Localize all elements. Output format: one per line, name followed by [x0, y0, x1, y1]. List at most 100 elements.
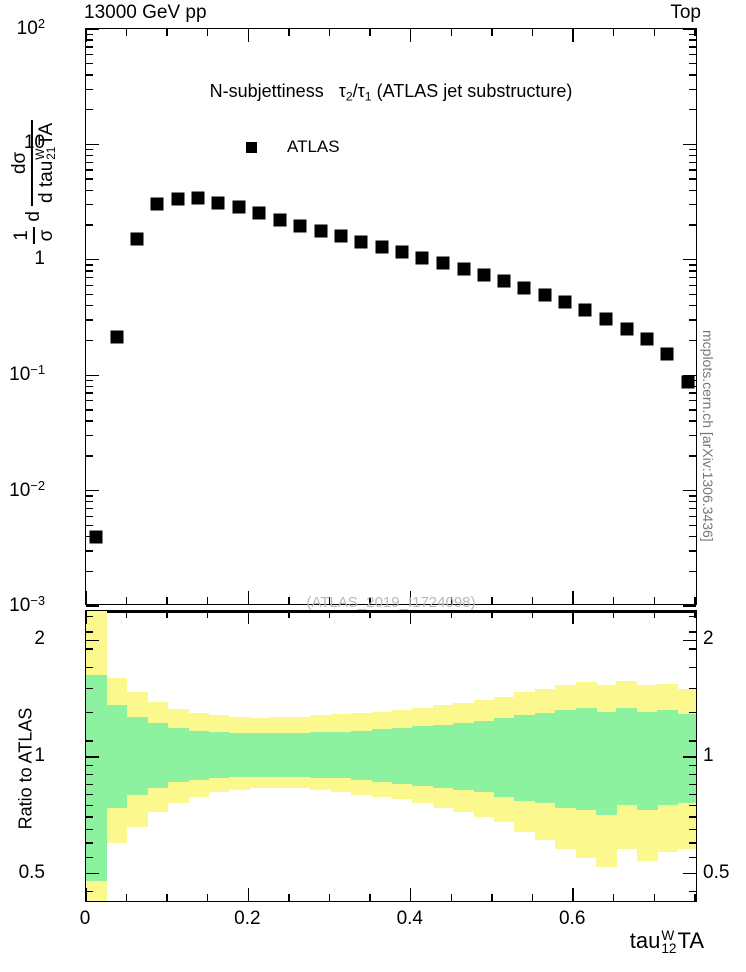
y-tick-right	[689, 379, 696, 382]
x-tick-top	[613, 29, 615, 36]
ratio-y-tick-left	[86, 828, 93, 831]
y-tick-right	[683, 28, 696, 30]
x-tick-label: 0.6	[558, 908, 586, 929]
x-tick-bottom	[288, 597, 290, 604]
x-tick-bottom	[369, 894, 371, 901]
y-tick-left	[86, 276, 93, 279]
ratio-y-tick-right	[683, 756, 696, 758]
data-point-marker	[273, 213, 287, 227]
y-tick-left	[86, 224, 93, 226]
y-tick-left	[86, 495, 93, 497]
y-tick-left	[86, 570, 93, 572]
ratio-y-tick-right	[689, 890, 696, 893]
ratio-y-tick-left	[86, 856, 93, 859]
x-tick-bottom	[247, 888, 250, 901]
y-tick-right	[683, 489, 696, 492]
x-tick-top	[328, 29, 331, 36]
y-tick-left	[86, 434, 93, 437]
y-tick-left	[86, 385, 93, 388]
y-tick-left	[86, 178, 93, 180]
ratio-y-tick-left	[86, 842, 93, 844]
ratio-inner-band-bin	[147, 723, 169, 789]
y-tick-left	[86, 400, 93, 402]
y-axis-label-ratio: Ratio to ATLAS	[14, 690, 38, 850]
y-tick-left	[86, 259, 99, 261]
ratio-inner-band-bin	[494, 718, 515, 797]
y-tick-right	[683, 374, 696, 376]
y-tick-right	[683, 605, 696, 607]
data-point-marker	[457, 262, 471, 276]
x-tick-label: 0.4	[396, 908, 424, 929]
y-tick-left	[86, 501, 93, 503]
title-tau2: τ2	[338, 81, 353, 104]
y-tick-right	[689, 501, 696, 503]
data-point-marker	[171, 192, 185, 206]
data-point-marker	[130, 232, 144, 246]
y-tick-right	[689, 39, 696, 41]
y-tick-right	[689, 270, 696, 272]
y-tick-right	[689, 400, 696, 402]
y-tick-right	[689, 169, 696, 171]
header-process-label: Top	[670, 2, 701, 23]
x-tick-top	[207, 29, 209, 36]
ratio-inner-band-bin	[657, 710, 679, 806]
x-tick-bottom	[450, 894, 453, 901]
x-tick-top	[166, 29, 168, 36]
ratio-tick-label-right: 1	[703, 744, 714, 766]
data-point-marker	[150, 197, 164, 211]
ratio-tick-label-left: 0.5	[18, 861, 45, 883]
data-point-marker	[89, 530, 103, 544]
x-tick-bottom	[125, 894, 128, 901]
y-tick-right	[689, 74, 696, 76]
ratio-inner-band-bin	[514, 715, 536, 801]
data-point-marker	[110, 330, 124, 344]
ratio-tick-label-left: 2	[34, 628, 45, 650]
ratio-y-tick-right	[689, 631, 696, 633]
y-tick-left	[86, 420, 93, 422]
ratio-y-tick-left	[86, 740, 93, 742]
x-tick-bottom	[653, 894, 656, 901]
y-tick-left	[86, 409, 93, 411]
ratio-inner-band-bin	[616, 707, 638, 806]
ratio-inner-band-bin	[534, 712, 556, 804]
data-point-marker	[660, 347, 674, 361]
y-tick-right	[689, 88, 696, 91]
ratio-y-tick-right	[689, 828, 696, 831]
x-tick-bottom	[125, 597, 128, 604]
data-point-marker	[497, 274, 511, 288]
y-tick-left	[86, 379, 93, 382]
x-tick-bottom	[491, 597, 493, 604]
ratio-y-tick-right	[689, 616, 696, 618]
ratio-inner-band-bin	[187, 730, 210, 781]
y-tick-left	[86, 284, 93, 287]
y-tick-right	[689, 224, 696, 226]
y-tick-left	[86, 169, 93, 171]
x-tick-top	[369, 29, 371, 36]
ratio-inner-band-bin	[167, 727, 189, 783]
x-tick-bottom	[531, 597, 534, 604]
x-tick-top	[288, 611, 290, 618]
ratio-reference-line	[86, 611, 696, 613]
ratio-y-tick-left	[86, 639, 99, 641]
header-beam-info: 13000 GeV pp	[84, 2, 207, 23]
ratio-y-tick-right	[689, 666, 696, 669]
y-tick-right	[689, 385, 696, 388]
y-tick-label-main: 10−1	[9, 362, 45, 386]
x-tick-top	[613, 611, 615, 618]
square-marker-icon	[246, 141, 257, 153]
x-tick-bottom	[450, 597, 453, 604]
y-tick-right	[689, 53, 696, 56]
x-tick-top	[531, 29, 534, 36]
ratio-y-tick-right	[683, 639, 696, 641]
data-point-marker	[640, 332, 654, 346]
y-tick-left	[86, 53, 93, 56]
ratio-plot-panel	[85, 610, 697, 902]
y-tick-right	[689, 178, 696, 180]
data-point-marker	[558, 295, 572, 309]
ratio-inner-band-bin	[249, 733, 271, 777]
ratio-y-tick-left	[86, 793, 93, 796]
y-tick-right	[689, 455, 696, 457]
ratio-inner-band-bin	[636, 711, 658, 810]
ratio-y-tick-right	[689, 816, 696, 818]
x-tick-bottom	[613, 597, 615, 604]
